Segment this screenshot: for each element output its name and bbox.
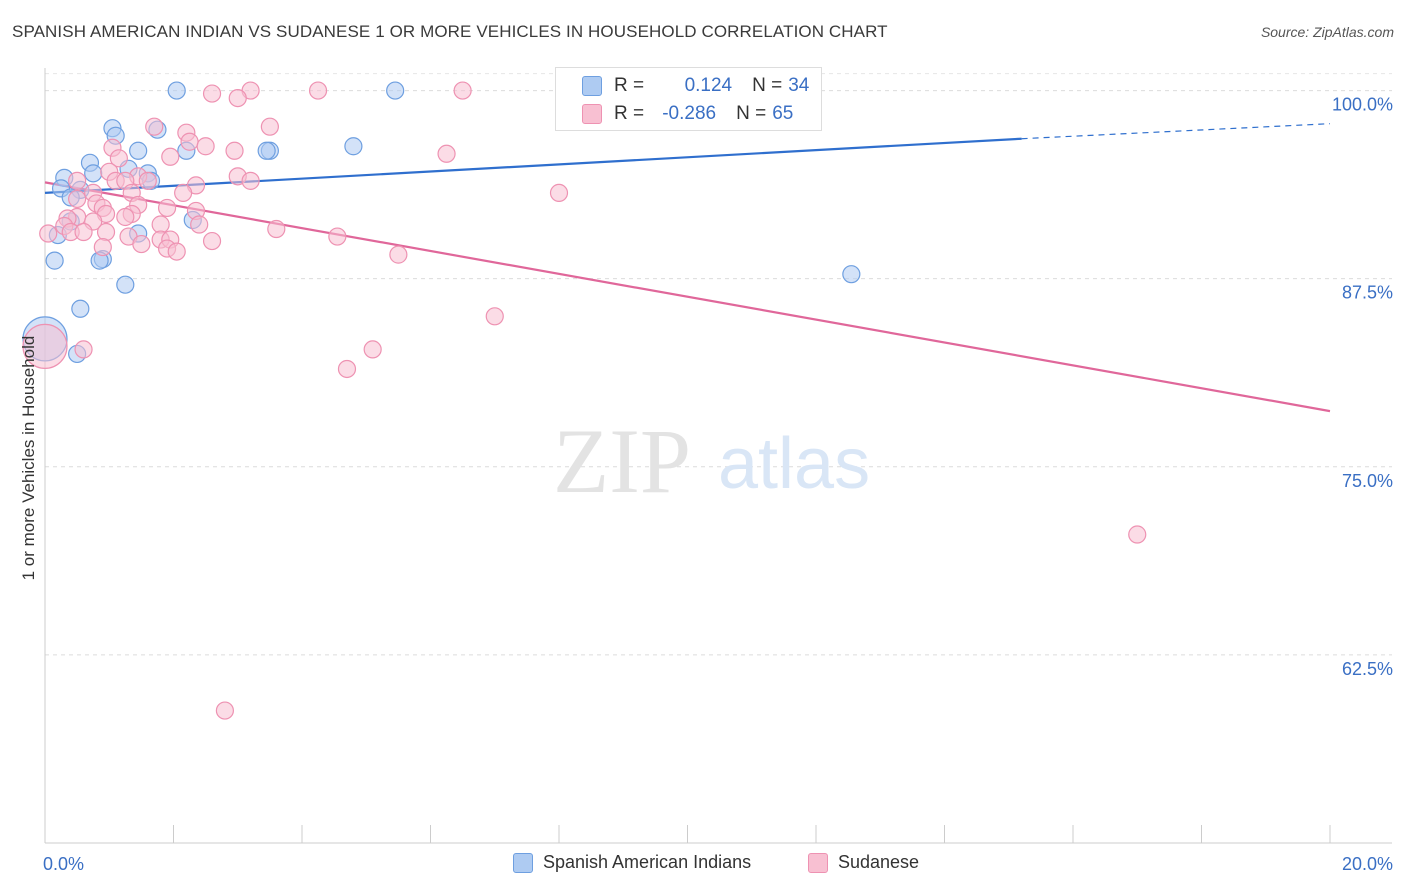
x-tick-label: 20.0% <box>1342 854 1393 874</box>
point-sudanese <box>174 183 193 203</box>
trend-lines <box>44 123 1331 413</box>
trend-line-spanish-extension <box>1021 123 1331 140</box>
point-sudanese <box>132 234 151 254</box>
chart-title: SPANISH AMERICAN INDIAN VS SUDANESE 1 OR… <box>12 22 888 41</box>
r-label: R = <box>614 75 645 96</box>
point-spanish-american-indians <box>84 164 103 183</box>
point-sudanese <box>180 132 199 151</box>
point-sudanese <box>68 189 87 209</box>
legend-swatch-sudanese <box>582 104 602 124</box>
point-spanish-american-indians <box>386 81 405 100</box>
point-spanish-american-indians <box>842 265 861 284</box>
y-tick-label: 75.0% <box>1342 471 1393 491</box>
legend-row-spanish: R = 0.124 N = 34 <box>582 73 809 99</box>
r-value: 0.124 <box>684 75 733 96</box>
point-spanish-american-indians <box>45 251 64 270</box>
point-sudanese <box>453 81 472 100</box>
point-sudanese <box>260 117 279 136</box>
point-sudanese <box>202 84 222 103</box>
n-value: 65 <box>772 103 794 124</box>
x-tick-label: 0.0% <box>43 854 84 874</box>
n-value: 34 <box>788 75 810 96</box>
y-tick-label: 87.5% <box>1342 283 1393 303</box>
legend-label: Sudanese <box>838 852 920 872</box>
r-label: R = <box>614 103 645 124</box>
legend-swatch <box>808 852 828 873</box>
point-sudanese <box>196 137 215 156</box>
point-sudanese <box>389 245 408 264</box>
point-spanish-american-indians <box>257 141 276 160</box>
point-sudanese <box>549 183 569 203</box>
gridlines <box>45 73 1392 656</box>
point-sudanese <box>190 215 209 234</box>
point-sudanese <box>485 307 504 326</box>
trend-line-sudanese <box>44 181 1331 413</box>
point-sudanese <box>167 242 186 261</box>
point-spanish-american-indians <box>129 141 148 160</box>
legend-item-sudanese[interactable]: Sudanese <box>808 852 919 873</box>
watermark-atlas: atlas <box>718 424 870 504</box>
source-label: Source: ZipAtlas.com <box>1260 24 1394 40</box>
point-sudanese <box>337 359 357 379</box>
trend-line-spanish <box>44 137 1022 195</box>
point-sudanese <box>267 219 286 239</box>
watermark: ZIP atlas <box>553 410 870 512</box>
point-spanish-american-indians <box>344 137 363 156</box>
point-sudanese <box>93 237 112 257</box>
point-sudanese <box>145 117 164 136</box>
point-sudanese <box>22 323 68 369</box>
point-spanish-american-indians <box>116 275 135 294</box>
point-sudanese <box>74 340 93 359</box>
n-label: N = <box>736 103 767 124</box>
legend-item-spanish[interactable]: Spanish American Indians <box>513 852 751 873</box>
point-sudanese <box>437 144 456 163</box>
point-sudanese <box>225 141 244 160</box>
point-spanish-american-indians <box>71 299 90 318</box>
point-sudanese <box>228 88 247 108</box>
legend-swatch-spanish <box>582 76 602 96</box>
point-sudanese <box>215 701 234 720</box>
stats-legend: R = 0.124 N = 34 R = -0.286 N = 65 <box>555 67 822 131</box>
n-label: N = <box>752 75 783 96</box>
point-sudanese <box>157 198 177 218</box>
legend-row-sudanese: R = -0.286 N = 65 <box>582 101 793 127</box>
point-sudanese <box>96 222 116 242</box>
point-sudanese <box>116 207 135 227</box>
y-tick-label: 62.5% <box>1342 659 1393 679</box>
series-legend: Spanish American Indians Sudanese <box>0 852 1406 876</box>
point-sudanese <box>39 224 58 243</box>
data-points <box>22 81 1147 720</box>
point-sudanese <box>363 340 382 359</box>
point-sudanese <box>1128 525 1147 544</box>
point-sudanese <box>68 171 87 190</box>
axes <box>44 68 1392 844</box>
point-sudanese <box>328 227 347 246</box>
point-spanish-american-indians <box>167 81 186 100</box>
point-sudanese <box>138 171 157 190</box>
point-sudanese <box>161 147 180 166</box>
y-axis-title: 1 or more Vehicles in Household <box>19 336 38 581</box>
legend-swatch <box>513 852 533 873</box>
point-sudanese <box>109 149 128 168</box>
watermark-zip: ZIP <box>553 410 691 512</box>
r-value: -0.286 <box>662 103 717 124</box>
point-sudanese <box>202 231 222 251</box>
legend-label: Spanish American Indians <box>543 852 752 872</box>
axis-labels: 100.0% 87.5% 75.0% 62.5% 0.0% 20.0% 1 or more … <box>19 95 1393 874</box>
point-sudanese <box>308 81 328 100</box>
point-sudanese <box>74 222 93 242</box>
point-sudanese <box>241 171 260 190</box>
y-tick-label: 100.0% <box>1332 95 1393 115</box>
